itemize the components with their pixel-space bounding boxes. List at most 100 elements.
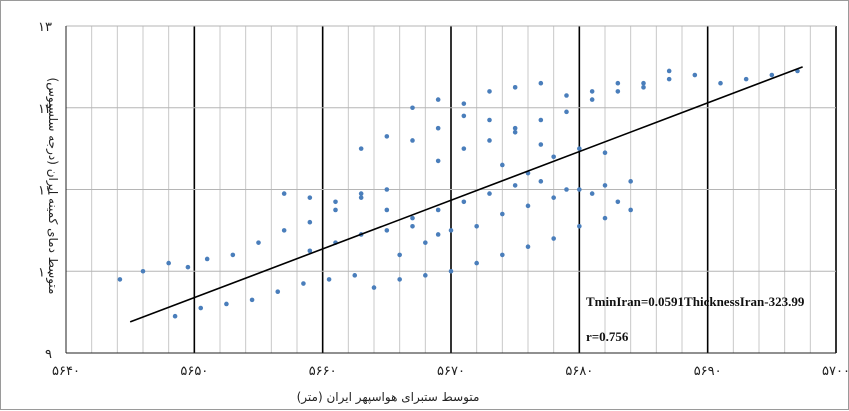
x-tick-label: ۵۶۴۰ [52, 364, 80, 379]
x-tick-labels: ۵۶۴۰ ۵۶۵۰ ۵۶۶۰ ۵۶۷۰ ۵۶۸۰ ۵۶۹۰ ۵۷۰۰ [52, 364, 849, 379]
data-point [307, 248, 313, 254]
y-tick-label: ۱۲ [38, 102, 52, 117]
data-point [166, 260, 171, 266]
correlation-coefficient: r=0.756 [586, 329, 629, 344]
x-tick-label: ۵۶۸۰ [565, 364, 593, 379]
data-point [275, 289, 281, 294]
data-point [384, 228, 390, 233]
data-point [538, 80, 544, 86]
regression-equation: TminIran=0.0591ThicknessIran-323.99 [586, 294, 805, 309]
data-point [615, 199, 621, 205]
data-point [384, 134, 390, 139]
data-point [281, 228, 287, 233]
data-point [230, 252, 236, 258]
data-point [326, 277, 332, 282]
data-point [435, 97, 441, 102]
data-point [628, 179, 633, 184]
data-point [692, 72, 698, 78]
data-point [397, 277, 402, 282]
y-tick-label: ۱۱ [38, 184, 52, 199]
data-point [410, 223, 415, 229]
data-point [198, 305, 204, 311]
data-point [551, 236, 556, 241]
data-point [487, 191, 492, 196]
data-point [538, 142, 544, 147]
data-point [564, 93, 569, 98]
data-point [500, 162, 505, 168]
data-point [448, 268, 454, 274]
data-point [487, 117, 492, 123]
data-point [512, 129, 518, 135]
data-point [140, 268, 146, 274]
data-point [512, 183, 518, 188]
data-point [602, 150, 608, 156]
data-point [602, 215, 608, 221]
x-tick-label: ۵۶۶۰ [309, 364, 337, 379]
data-point [589, 97, 595, 102]
y-tick-label: ۹ [45, 347, 52, 362]
data-point [204, 256, 210, 262]
data-point [435, 125, 441, 131]
y-tick-labels: ۹ ۱۰ ۱۱ ۱۲ ۱۳ [38, 20, 52, 362]
data-point [641, 80, 646, 86]
data-point [435, 232, 441, 237]
data-point [461, 113, 467, 119]
data-point [423, 273, 428, 278]
data-point [397, 252, 402, 258]
data-point [641, 85, 646, 90]
data-point [525, 244, 531, 250]
data-point [487, 89, 492, 94]
data-point [718, 80, 723, 86]
data-point [615, 89, 621, 94]
data-point [474, 260, 479, 266]
data-point [352, 273, 358, 278]
data-point [185, 264, 191, 270]
data-point [333, 199, 338, 205]
data-point [384, 207, 390, 213]
data-point [512, 125, 518, 131]
data-point [384, 187, 390, 192]
data-point [538, 179, 544, 184]
data-point [551, 195, 556, 200]
data-point [512, 85, 518, 90]
data-point [435, 158, 441, 164]
data-point [256, 240, 261, 245]
data-point [666, 76, 672, 82]
data-point [358, 146, 364, 151]
data-point [461, 101, 467, 106]
data-point [564, 187, 569, 192]
data-point [538, 117, 544, 123]
data-point [358, 191, 364, 196]
data-point [500, 211, 505, 217]
data-point [461, 146, 467, 151]
data-point [410, 138, 415, 143]
x-tick-label: ۵۶۷۰ [437, 364, 465, 379]
data-point [487, 138, 492, 143]
data-point [307, 219, 313, 225]
x-tick-label: ۵۶۹۰ [694, 364, 722, 379]
data-point [281, 191, 287, 196]
scatter-points [117, 68, 800, 319]
data-point [423, 240, 428, 245]
y-tick-label: ۱۳ [38, 20, 52, 35]
x-tick-label: ۵۷۰۰ [822, 364, 849, 379]
data-point [474, 223, 479, 229]
data-point [461, 199, 467, 205]
y-tick-label: ۱۰ [38, 265, 52, 280]
data-point [769, 72, 775, 78]
data-point [307, 195, 313, 200]
x-axis-title: متوسط ستبرای هواسپهر ایران (متر) [297, 390, 480, 405]
data-point [410, 105, 415, 111]
data-point [410, 215, 415, 221]
data-point [172, 313, 178, 319]
trendline-group [129, 66, 803, 323]
data-point [371, 285, 377, 290]
data-point [564, 109, 569, 115]
data-point [577, 146, 582, 151]
data-point [602, 183, 608, 188]
data-point [666, 68, 672, 74]
data-point [448, 228, 454, 233]
data-point [301, 281, 306, 286]
